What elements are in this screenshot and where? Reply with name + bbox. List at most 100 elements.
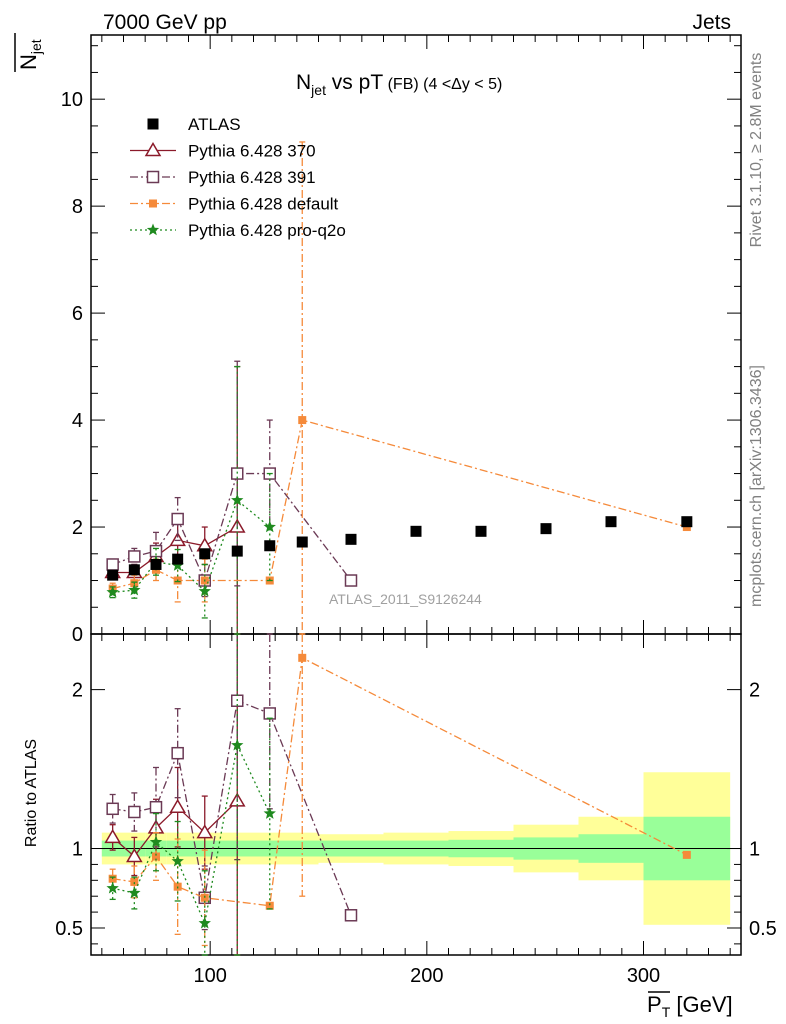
main-ytick-label-4: 4: [72, 410, 83, 432]
legend-label-0: ATLAS: [188, 115, 241, 134]
ratio-series-4-point-1: [128, 886, 141, 899]
ratio-series-1-point-1: [126, 847, 143, 863]
main-series-2-point-0: [106, 558, 119, 571]
ratio-series-4-point-5: [231, 738, 244, 751]
ratio-ytick-label-right-0.5: 0.5: [749, 918, 777, 940]
main-series-2-point-7: [344, 574, 358, 587]
title-main: N: [296, 71, 311, 94]
ratio-ytick-label-right-2: 2: [749, 680, 760, 702]
main-series-0-point-0: [107, 569, 119, 581]
main-series-0-point-5: [231, 545, 243, 557]
main-series-4-point-3: [171, 559, 184, 571]
xlabel-main: P: [647, 992, 662, 1017]
ratio-series-2-line: [112, 699, 352, 916]
main-series-0-point-7: [296, 536, 308, 548]
ratio-series-2-point-3: [171, 746, 184, 760]
ylabel-top-sub: jet: [28, 39, 44, 55]
ylabel-top: Njet: [14, 33, 44, 72]
ratio-series-2-point-2: [149, 800, 163, 814]
main-series-0-point-3: [172, 553, 184, 565]
title-sub: jet: [310, 82, 326, 98]
xlabel-unit: [GeV]: [670, 992, 732, 1017]
legend-marker-2: [146, 170, 160, 184]
xlabel: PT [GeV]: [647, 991, 733, 1020]
main-plot-series: [104, 141, 693, 635]
xtick-label-300: 300: [627, 965, 660, 987]
main-series-4-point-6: [263, 520, 276, 533]
main-series-1-point-3: [169, 531, 186, 547]
main-series-0-point-13: [681, 516, 693, 528]
main-series-0-point-1: [128, 564, 140, 576]
legend-label-2: Pythia 6.428 391: [188, 168, 316, 187]
main-series-0-point-6: [264, 540, 276, 552]
ratio-series-3-point-1: [130, 877, 139, 886]
main-ytick-label-6: 6: [72, 303, 83, 325]
main-series-3-line: [112, 419, 688, 590]
main-ytick-label-10: 10: [61, 89, 83, 111]
ylabel-ratio: Ratio to ATLAS: [23, 739, 40, 847]
main-series-0-point-8: [345, 533, 357, 545]
ratio-series-1-point-4: [196, 824, 214, 839]
ratio-series-1-line: [112, 800, 238, 858]
title-tag: (FB): [383, 76, 419, 93]
main-series-4-line: [112, 499, 271, 593]
ratio-series-2-point-1: [128, 805, 141, 819]
analysis-watermark: ATLAS_2011_S9126244: [329, 591, 482, 607]
ratio-series-1-point-0: [104, 828, 121, 844]
ratio-series-3-point-7: [682, 850, 691, 859]
title-range: (4 <Δy < 5): [419, 76, 503, 93]
ratio-series-4-point-6: [263, 807, 276, 819]
side-label-bottom: mcplots.cern.ch [arXiv:1306.3436]: [748, 365, 765, 607]
ratio-series-2-point-7: [344, 909, 358, 922]
ratio-series-4-point-0: [106, 881, 119, 894]
main-series-2-line: [112, 472, 352, 583]
side-label-top: Rivet 3.1.10, ≥ 2.8M events: [748, 53, 765, 248]
main-series-0-point-9: [410, 525, 422, 537]
header-left: 7000 GeV pp: [103, 11, 227, 34]
ylabel-top-main: N: [16, 54, 41, 70]
ratio-series-4-point-3: [171, 854, 184, 867]
ratio-plot-axes: 0.5 0.5 1 1 2 2 100 200 300: [55, 633, 777, 987]
main-series-4-point-4: [198, 584, 211, 597]
legend-marker-4: [146, 223, 160, 236]
ratio-frame: [90, 633, 742, 956]
ratio-ytick-label-left-2: 2: [72, 680, 83, 702]
legend-marker-3: [149, 199, 157, 208]
chart-title: Njet vs pT (FB) (4 <Δy < 5): [296, 71, 502, 98]
legend-label-3: Pythia 6.428 default: [188, 195, 339, 214]
main-ytick-label-8: 8: [72, 196, 83, 218]
title-mid: vs pT: [326, 71, 383, 94]
main-series-0-point-2: [150, 558, 162, 570]
legend: ATLAS Pythia 6.428 370 Pythia 6.428 391 Pyt…: [130, 115, 346, 240]
legend-marker-1: [144, 142, 162, 157]
main-series-0-point-11: [540, 523, 552, 535]
main-series-4-point-0: [106, 585, 119, 598]
ratio-series-4-point-2: [149, 835, 163, 848]
ratio-plot-series: [104, 633, 691, 956]
main-series-0-point-10: [475, 525, 487, 537]
main-series-0-point-12: [605, 516, 617, 528]
xtick-label-100: 100: [193, 965, 226, 987]
header-right: Jets: [692, 11, 731, 34]
main-series-2-point-3: [171, 512, 184, 526]
ratio-ytick-label-left-0.5: 0.5: [55, 918, 83, 940]
ratio-ytick-label-right-1: 1: [749, 839, 760, 861]
main-series-0-point-4: [199, 548, 211, 560]
legend-marker-0: [147, 118, 159, 130]
main-series-2-point-1: [128, 550, 141, 563]
ratio-series-1-point-3: [169, 798, 186, 813]
svg-text:PT [GeV]: PT [GeV]: [647, 992, 733, 1020]
main-plot-axes: 0 2 4 6 8 10: [61, 34, 742, 646]
ratio-series-2-point-0: [106, 802, 119, 816]
main-ytick-label-2: 2: [72, 517, 83, 539]
ratio-series-3-point-2: [152, 852, 160, 861]
ratio-series-3-point-5: [265, 901, 274, 910]
main-series-3-point-6: [298, 416, 307, 425]
ratio-series-3-point-6: [298, 653, 307, 662]
legend-label-4: Pythia 6.428 pro-q2o: [188, 221, 346, 240]
ratio-series-3-point-4: [200, 893, 209, 902]
xtick-label-200: 200: [410, 965, 443, 987]
main-series-4-point-5: [231, 493, 244, 506]
legend-label-1: Pythia 6.428 370: [188, 142, 316, 161]
